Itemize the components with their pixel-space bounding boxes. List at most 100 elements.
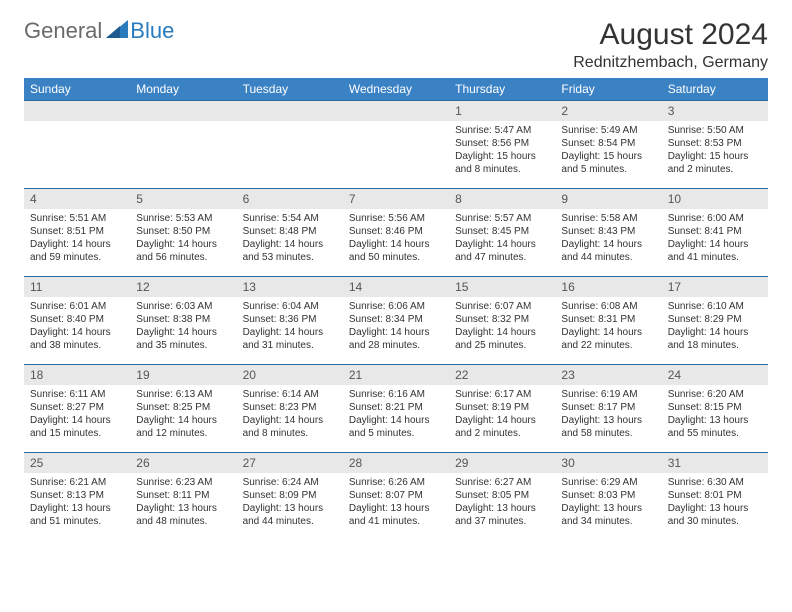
day-number: 10 [662,189,768,209]
day-number: 4 [24,189,130,209]
day-content: Sunrise: 5:53 AMSunset: 8:50 PMDaylight:… [130,209,236,267]
day-content: Sunrise: 5:49 AMSunset: 8:54 PMDaylight:… [555,121,661,179]
day-number: 12 [130,277,236,297]
day-content: Sunrise: 6:21 AMSunset: 8:13 PMDaylight:… [24,473,130,531]
day-content: Sunrise: 5:51 AMSunset: 8:51 PMDaylight:… [24,209,130,267]
calendar-day-cell: 25Sunrise: 6:21 AMSunset: 8:13 PMDayligh… [24,453,130,541]
calendar-day-cell: 23Sunrise: 6:19 AMSunset: 8:17 PMDayligh… [555,365,661,453]
day-content: Sunrise: 6:27 AMSunset: 8:05 PMDaylight:… [449,473,555,531]
day-number: 21 [343,365,449,385]
calendar-day-cell: 24Sunrise: 6:20 AMSunset: 8:15 PMDayligh… [662,365,768,453]
calendar-day-cell: 4Sunrise: 5:51 AMSunset: 8:51 PMDaylight… [24,189,130,277]
calendar-header-row: SundayMondayTuesdayWednesdayThursdayFrid… [24,78,768,101]
day-number: 11 [24,277,130,297]
day-content: Sunrise: 6:30 AMSunset: 8:01 PMDaylight:… [662,473,768,531]
calendar-day-cell [237,101,343,189]
calendar-day-cell: 16Sunrise: 6:08 AMSunset: 8:31 PMDayligh… [555,277,661,365]
day-content: Sunrise: 6:06 AMSunset: 8:34 PMDaylight:… [343,297,449,355]
calendar-day-cell: 9Sunrise: 5:58 AMSunset: 8:43 PMDaylight… [555,189,661,277]
day-content: Sunrise: 5:56 AMSunset: 8:46 PMDaylight:… [343,209,449,267]
day-content: Sunrise: 6:20 AMSunset: 8:15 PMDaylight:… [662,385,768,443]
calendar-day-cell [24,101,130,189]
weekday-header: Saturday [662,78,768,101]
day-number: 22 [449,365,555,385]
day-number: 16 [555,277,661,297]
day-number: 2 [555,101,661,121]
weekday-header: Tuesday [237,78,343,101]
day-number: 1 [449,101,555,121]
calendar-day-cell: 12Sunrise: 6:03 AMSunset: 8:38 PMDayligh… [130,277,236,365]
day-content: Sunrise: 6:26 AMSunset: 8:07 PMDaylight:… [343,473,449,531]
day-content: Sunrise: 6:07 AMSunset: 8:32 PMDaylight:… [449,297,555,355]
day-number-empty [237,101,343,121]
day-number: 9 [555,189,661,209]
calendar-week-row: 11Sunrise: 6:01 AMSunset: 8:40 PMDayligh… [24,277,768,365]
day-number: 8 [449,189,555,209]
calendar-day-cell: 29Sunrise: 6:27 AMSunset: 8:05 PMDayligh… [449,453,555,541]
day-content: Sunrise: 6:04 AMSunset: 8:36 PMDaylight:… [237,297,343,355]
day-content: Sunrise: 5:58 AMSunset: 8:43 PMDaylight:… [555,209,661,267]
calendar-day-cell: 17Sunrise: 6:10 AMSunset: 8:29 PMDayligh… [662,277,768,365]
logo-text-2: Blue [130,18,174,44]
day-content: Sunrise: 6:11 AMSunset: 8:27 PMDaylight:… [24,385,130,443]
day-number: 26 [130,453,236,473]
calendar-week-row: 1Sunrise: 5:47 AMSunset: 8:56 PMDaylight… [24,101,768,189]
day-content: Sunrise: 5:47 AMSunset: 8:56 PMDaylight:… [449,121,555,179]
day-content: Sunrise: 6:03 AMSunset: 8:38 PMDaylight:… [130,297,236,355]
weekday-header: Sunday [24,78,130,101]
calendar-day-cell: 11Sunrise: 6:01 AMSunset: 8:40 PMDayligh… [24,277,130,365]
logo-triangle-icon [106,20,128,43]
day-number: 18 [24,365,130,385]
day-content: Sunrise: 5:50 AMSunset: 8:53 PMDaylight:… [662,121,768,179]
logo: General Blue [24,18,174,44]
day-number: 28 [343,453,449,473]
calendar-day-cell [343,101,449,189]
day-content: Sunrise: 5:54 AMSunset: 8:48 PMDaylight:… [237,209,343,267]
title-block: August 2024 Rednitzhembach, Germany [573,18,768,72]
day-number: 13 [237,277,343,297]
calendar-day-cell: 27Sunrise: 6:24 AMSunset: 8:09 PMDayligh… [237,453,343,541]
calendar-day-cell: 5Sunrise: 5:53 AMSunset: 8:50 PMDaylight… [130,189,236,277]
calendar-day-cell: 26Sunrise: 6:23 AMSunset: 8:11 PMDayligh… [130,453,236,541]
calendar-day-cell: 15Sunrise: 6:07 AMSunset: 8:32 PMDayligh… [449,277,555,365]
calendar-table: SundayMondayTuesdayWednesdayThursdayFrid… [24,78,768,541]
day-content: Sunrise: 6:24 AMSunset: 8:09 PMDaylight:… [237,473,343,531]
day-content: Sunrise: 6:16 AMSunset: 8:21 PMDaylight:… [343,385,449,443]
day-number: 24 [662,365,768,385]
calendar-day-cell: 20Sunrise: 6:14 AMSunset: 8:23 PMDayligh… [237,365,343,453]
day-content: Sunrise: 6:29 AMSunset: 8:03 PMDaylight:… [555,473,661,531]
day-number: 17 [662,277,768,297]
day-content: Sunrise: 6:13 AMSunset: 8:25 PMDaylight:… [130,385,236,443]
calendar-week-row: 25Sunrise: 6:21 AMSunset: 8:13 PMDayligh… [24,453,768,541]
day-content: Sunrise: 6:23 AMSunset: 8:11 PMDaylight:… [130,473,236,531]
day-content: Sunrise: 6:19 AMSunset: 8:17 PMDaylight:… [555,385,661,443]
day-number: 20 [237,365,343,385]
calendar-day-cell: 21Sunrise: 6:16 AMSunset: 8:21 PMDayligh… [343,365,449,453]
day-number-empty [343,101,449,121]
calendar-day-cell: 14Sunrise: 6:06 AMSunset: 8:34 PMDayligh… [343,277,449,365]
weekday-header: Monday [130,78,236,101]
calendar-day-cell: 8Sunrise: 5:57 AMSunset: 8:45 PMDaylight… [449,189,555,277]
day-content: Sunrise: 6:17 AMSunset: 8:19 PMDaylight:… [449,385,555,443]
day-number: 15 [449,277,555,297]
weekday-header: Thursday [449,78,555,101]
calendar-day-cell: 2Sunrise: 5:49 AMSunset: 8:54 PMDaylight… [555,101,661,189]
calendar-day-cell: 7Sunrise: 5:56 AMSunset: 8:46 PMDaylight… [343,189,449,277]
day-content: Sunrise: 6:08 AMSunset: 8:31 PMDaylight:… [555,297,661,355]
day-content: Sunrise: 6:14 AMSunset: 8:23 PMDaylight:… [237,385,343,443]
calendar-page: General Blue August 2024 Rednitzhembach,… [0,0,792,541]
calendar-week-row: 4Sunrise: 5:51 AMSunset: 8:51 PMDaylight… [24,189,768,277]
day-content: Sunrise: 6:01 AMSunset: 8:40 PMDaylight:… [24,297,130,355]
day-number: 7 [343,189,449,209]
day-content: Sunrise: 5:57 AMSunset: 8:45 PMDaylight:… [449,209,555,267]
day-number: 25 [24,453,130,473]
calendar-day-cell: 31Sunrise: 6:30 AMSunset: 8:01 PMDayligh… [662,453,768,541]
month-title: August 2024 [573,18,768,52]
calendar-day-cell: 3Sunrise: 5:50 AMSunset: 8:53 PMDaylight… [662,101,768,189]
day-number: 30 [555,453,661,473]
day-number: 6 [237,189,343,209]
day-content: Sunrise: 6:00 AMSunset: 8:41 PMDaylight:… [662,209,768,267]
calendar-day-cell [130,101,236,189]
calendar-day-cell: 30Sunrise: 6:29 AMSunset: 8:03 PMDayligh… [555,453,661,541]
calendar-day-cell: 13Sunrise: 6:04 AMSunset: 8:36 PMDayligh… [237,277,343,365]
